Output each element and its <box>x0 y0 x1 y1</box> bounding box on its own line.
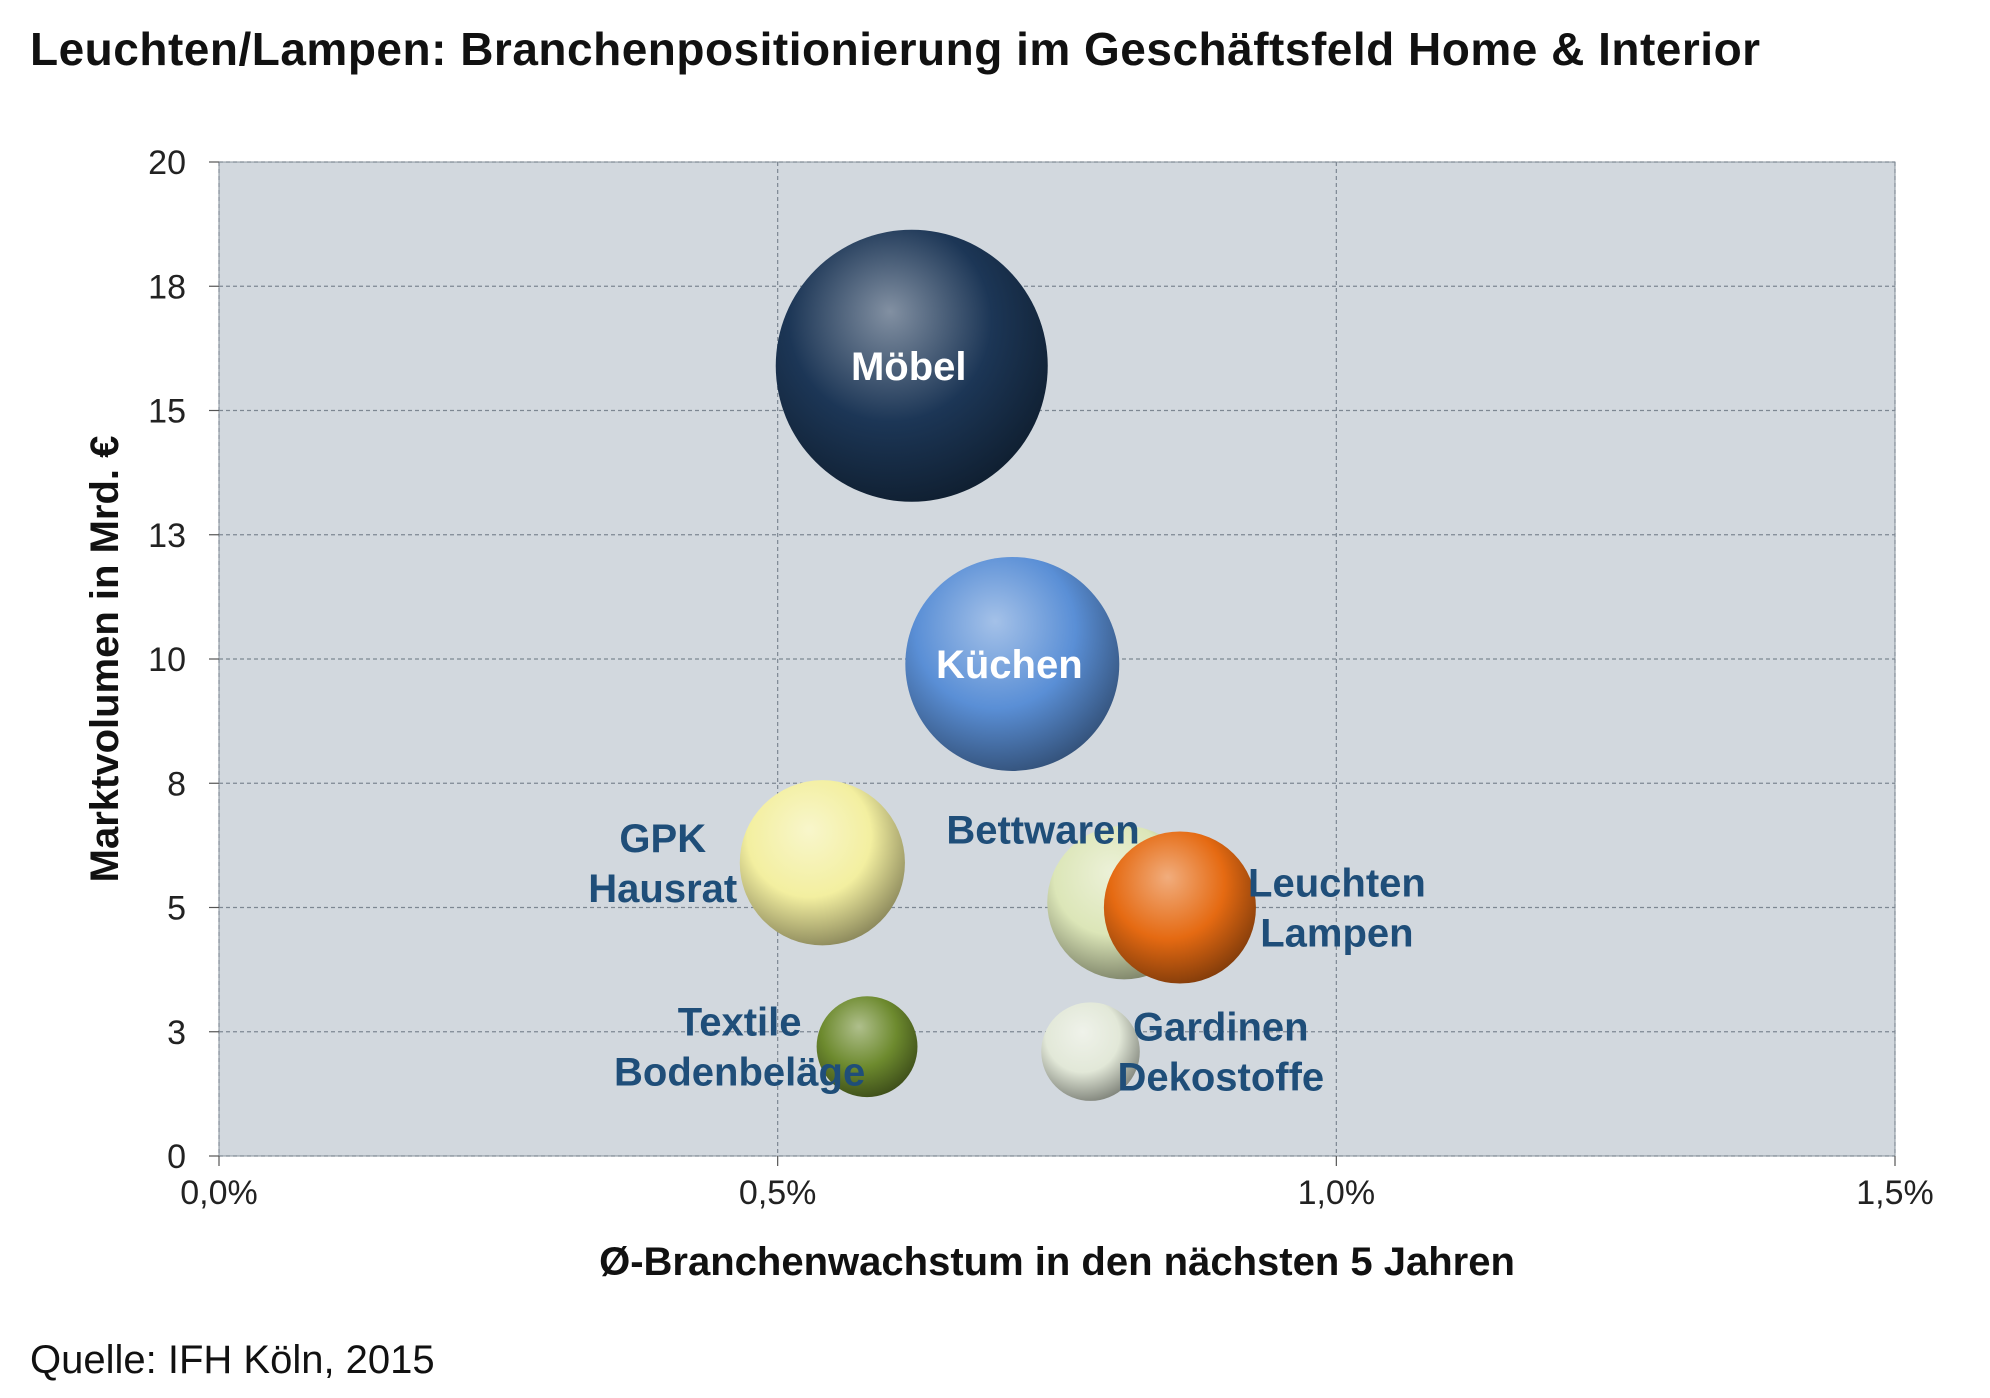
y-tick-label: 3 <box>167 1014 186 1052</box>
y-tick-label: 5 <box>167 890 186 928</box>
bubbles <box>739 229 1256 1101</box>
bubble-labels: Möbel Küchen GPK Hausrat Bettwaren Leuchten La… <box>588 345 1426 1100</box>
bubble <box>739 780 905 946</box>
x-axis-title: Ø-Branchenwachstum in den nächsten 5 Jah… <box>599 1240 1515 1284</box>
bubble <box>816 996 918 1098</box>
bubble-label: Bodenbeläge <box>614 1051 865 1095</box>
y-axis-title: Marktvolumen in Mrd. € <box>83 436 127 883</box>
y-tick-label: 0 <box>167 1138 186 1176</box>
y-axis-ticks: 0 3 5 8 10 13 15 18 20 <box>148 144 219 1176</box>
bubble-label: Bettwaren <box>946 809 1139 853</box>
bubble <box>905 556 1120 771</box>
bubble <box>775 229 1048 502</box>
bubble-label: Dekostoffe <box>1117 1056 1324 1100</box>
bubble-label: Textile <box>678 1001 802 1045</box>
y-tick-label: 20 <box>148 144 186 182</box>
bubble-label: Gardinen <box>1133 1006 1309 1050</box>
gridlines <box>218 161 1896 1157</box>
bubble-label: Leuchten <box>1248 862 1426 906</box>
source-note: Quelle: IFH Köln, 2015 <box>30 1338 435 1382</box>
bubble-label: GPK <box>619 817 706 861</box>
y-tick-label: 18 <box>148 268 186 306</box>
x-tick-label: 0,0% <box>180 1174 258 1212</box>
chart-title: Leuchten/Lampen: Branchenpositionierung … <box>30 23 1761 75</box>
y-tick-label: 13 <box>148 517 186 555</box>
bubble <box>1103 831 1256 984</box>
y-tick-label: 15 <box>148 393 186 431</box>
bubble-label: Möbel <box>851 345 967 389</box>
bubble-label: Lampen <box>1260 912 1413 956</box>
x-tick-label: 1,5% <box>1856 1174 1934 1212</box>
x-tick-label: 0,5% <box>739 1174 817 1212</box>
x-axis-ticks: 0,0% 0,5% 1,0% 1,5% <box>180 1156 1934 1212</box>
y-tick-label: 10 <box>148 641 186 679</box>
bubble-label: Hausrat <box>588 867 737 911</box>
bubble <box>1041 1002 1140 1101</box>
bubble-label: Küchen <box>936 643 1083 687</box>
x-tick-label: 1,0% <box>1298 1174 1376 1212</box>
y-tick-label: 8 <box>167 765 186 803</box>
